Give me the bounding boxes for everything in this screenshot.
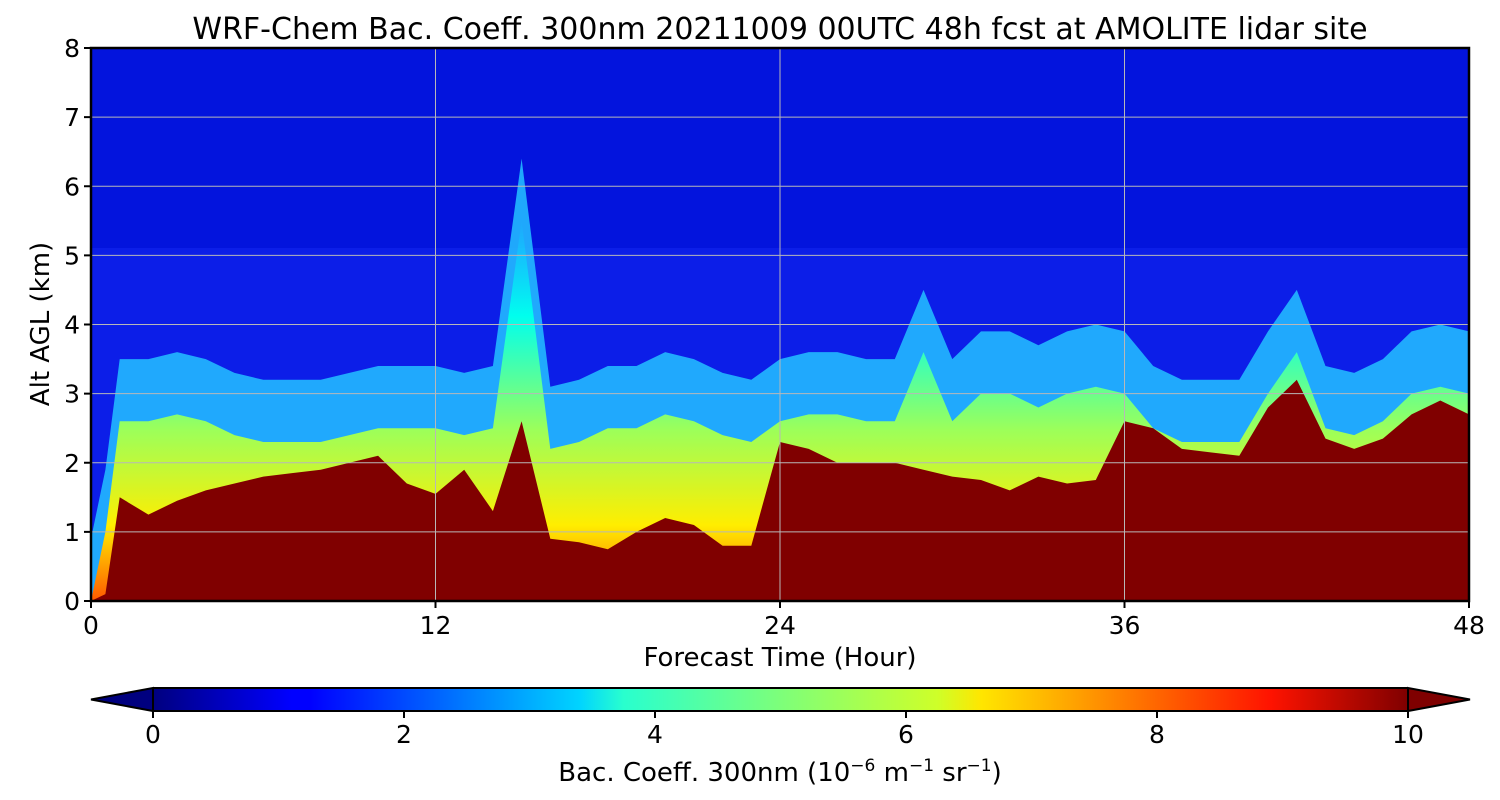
y-axis-label: Alt AGL (km) xyxy=(26,242,56,406)
grid xyxy=(91,48,1469,601)
x-axis: 0 12 24 36 48 xyxy=(83,601,1485,640)
x-tick-label: 48 xyxy=(1453,611,1485,640)
x-tick-label: 24 xyxy=(764,611,796,640)
colorbar-ticks: 0 2 4 6 8 10 xyxy=(145,711,1424,749)
y-tick-label: 0 xyxy=(64,587,80,616)
colorbar-tick-label: 10 xyxy=(1392,720,1424,749)
y-tick-label: 3 xyxy=(64,380,80,409)
y-tick-label: 6 xyxy=(64,172,80,201)
y-tick-label: 7 xyxy=(64,103,80,132)
colorbar-tick-label: 4 xyxy=(647,720,663,749)
y-tick-label: 2 xyxy=(64,449,80,478)
colorbar: 0 2 4 6 8 10 Bac. Coeff. 300nm (10−6 m−1 sr−1… xyxy=(90,686,1471,788)
y-axis: 0 1 2 3 4 5 6 7 8 xyxy=(64,34,91,616)
plot-area xyxy=(91,48,1469,601)
y-tick-label: 8 xyxy=(64,34,80,63)
x-tick-label: 36 xyxy=(1109,611,1141,640)
chart-title: WRF-Chem Bac. Coeff. 300nm 20211009 00UT… xyxy=(192,12,1367,47)
x-axis-label: Forecast Time (Hour) xyxy=(643,643,916,673)
colorbar-gradient xyxy=(153,688,1408,711)
colorbar-tick-label: 8 xyxy=(1149,720,1165,749)
y-tick-label: 5 xyxy=(64,241,80,270)
colorbar-tick-label: 0 xyxy=(145,720,161,749)
x-tick-label: 12 xyxy=(420,611,452,640)
x-tick-label: 0 xyxy=(83,611,99,640)
y-tick-label: 1 xyxy=(64,518,80,547)
colorbar-extend-min xyxy=(90,686,154,713)
colorbar-tick-label: 6 xyxy=(898,720,914,749)
y-tick-label: 4 xyxy=(64,311,80,340)
colorbar-tick-label: 2 xyxy=(396,720,412,749)
colorbar-label: Bac. Coeff. 300nm (10−6 m−1 sr−1) xyxy=(558,756,1001,788)
colorbar-extend-max xyxy=(1407,686,1471,713)
